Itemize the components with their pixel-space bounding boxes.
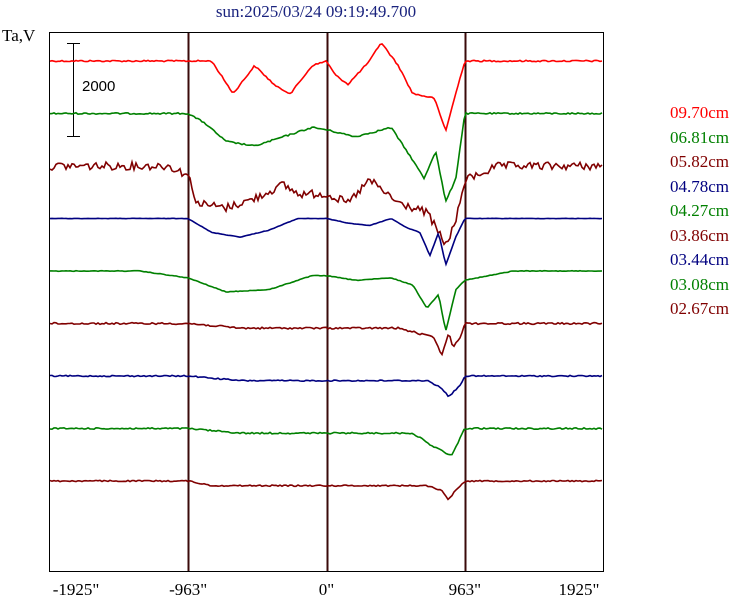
series-line-03.08cm (49, 426, 603, 456)
legend-item: 03.44cm (670, 250, 730, 269)
series-line-03.44cm (49, 374, 603, 398)
plot-frame (49, 32, 604, 572)
legend-item: 06.81cm (670, 127, 730, 147)
series-line-02.67cm (49, 479, 603, 501)
legend-item: 04.78cm (670, 176, 730, 196)
series-line-04.78cm (49, 217, 603, 267)
legend-item: 02.67cm (670, 299, 730, 318)
series-line-03.86cm (49, 321, 603, 357)
series-line-09.70cm (49, 42, 603, 133)
series-line-04.27cm (50, 269, 603, 331)
series-group (49, 42, 603, 501)
legend-item: 04.27cm (670, 201, 730, 220)
legend-item: 03.08cm (670, 274, 730, 294)
x-tick-label: -1925" (52, 580, 100, 599)
chart-title: sun:2025/03/24 09:19:49.700 (215, 2, 417, 21)
series-line-05.82cm (49, 159, 603, 246)
x-tick-label: 0" (318, 580, 335, 599)
legend-item: 09.70cm (670, 103, 730, 122)
legend-item: 05.82cm (670, 152, 730, 171)
x-tick-label: -963" (169, 580, 208, 599)
scale-bar (67, 43, 80, 137)
legend-item: 03.86cm (670, 225, 730, 245)
x-tick-label: 963" (448, 580, 482, 599)
series-line-06.81cm (49, 111, 603, 204)
y-axis-label: Ta,V (2, 26, 36, 45)
x-tick-label: 1925" (558, 580, 600, 599)
scale-bar-label: 2000 (82, 78, 116, 95)
